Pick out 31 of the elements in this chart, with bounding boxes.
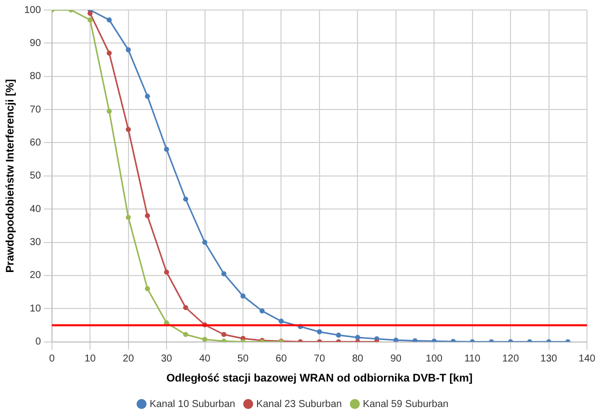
y-tick-label: 40 (30, 204, 42, 215)
y-tick-label: 80 (30, 71, 42, 82)
x-tick-label: 70 (314, 354, 326, 365)
y-tick-label: 30 (30, 237, 42, 248)
x-tick-label: 80 (352, 354, 364, 365)
x-tick-label: 60 (276, 354, 288, 365)
x-tick-label: 20 (122, 354, 134, 365)
x-tick-label: 90 (390, 354, 402, 365)
y-tick-label: 20 (30, 270, 42, 282)
y-tick-label: 0 (35, 336, 42, 348)
y-tick-label: 60 (30, 137, 42, 148)
x-axis-title: Odległość stacji bazowej WRAN od odbiornika DVB-T [km] (166, 372, 473, 384)
x-tick-label: 100 (426, 354, 443, 365)
legend-label: Kanal 10 Suburban (150, 398, 236, 410)
y-tick-label: 10 (30, 303, 42, 314)
x-tick-label: 30 (160, 354, 173, 365)
legend-label: Kanal 23 Suburban (256, 398, 342, 410)
y-tick-label: 70 (30, 104, 42, 116)
x-tick-label: 0 (49, 354, 56, 365)
y-tick-label: 90 (30, 38, 42, 49)
x-tick-label: 130 (540, 354, 558, 365)
y-axis-title: Prawdopodobieństw Interferencji [%] (4, 78, 17, 273)
x-tick-label: 140 (578, 354, 596, 365)
x-tick-label: 120 (502, 354, 520, 365)
x-tick-label: 110 (464, 354, 481, 365)
y-tick-label: 50 (30, 170, 42, 182)
x-tick-label: 10 (84, 354, 96, 365)
y-tick-label: 100 (24, 4, 42, 16)
legend-label: Kanal 59 Suburban (362, 398, 448, 410)
x-tick-label: 50 (237, 354, 249, 365)
x-tick-label: 40 (199, 354, 211, 365)
